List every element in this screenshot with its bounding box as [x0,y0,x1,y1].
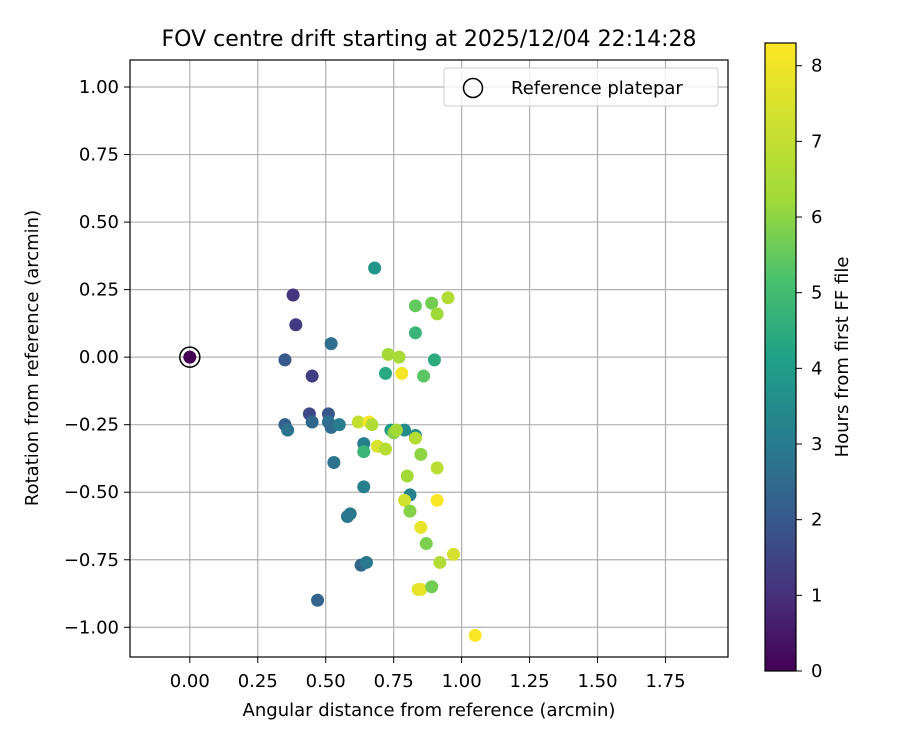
data-point [327,456,341,470]
colorbar-tick-label: 8 [811,56,822,77]
data-point [400,469,414,483]
data-point [433,555,447,569]
legend: Reference platepar [443,67,719,107]
colorbar-gradient [764,42,797,672]
data-point [392,350,406,364]
y-tick-label: 0.25 [79,280,119,301]
y-tick-label: −1.00 [64,617,119,638]
x-tick-label: 0.75 [374,671,414,692]
y-tick-label: 0.75 [79,145,119,166]
data-point [379,442,393,456]
data-point [365,418,379,432]
data-point [311,593,325,607]
data-point [381,347,395,361]
data-point [403,504,417,518]
colorbar-tick-label: 4 [811,358,822,379]
data-point [419,537,433,551]
colorbar-tick-label: 5 [811,283,822,304]
legend-box [443,67,719,107]
data-point [408,299,422,313]
data-point [408,326,422,340]
colorbar-tick-label: 0 [811,661,822,682]
x-tick-label: 1.75 [645,671,685,692]
y-axis-label: Rotation from reference (arcmin) [22,210,43,506]
data-point [446,547,460,561]
x-tick-label: 0.00 [170,671,210,692]
colorbar-tick-label: 3 [811,434,822,455]
data-point [468,628,482,642]
colorbar-tick-label: 2 [811,510,822,531]
x-tick-label: 1.25 [510,671,550,692]
colorbar-tick-label: 7 [811,131,822,152]
y-tick-label: −0.50 [64,482,119,503]
legend-label: Reference platepar [511,78,683,99]
data-point [281,423,295,437]
data-point [425,296,439,310]
data-point [278,353,292,367]
data-points [278,261,482,642]
data-point [379,366,393,380]
data-point [430,461,444,475]
data-point [427,353,441,367]
data-point [395,366,409,380]
data-point [414,582,428,596]
data-point [357,445,371,459]
y-tick-label: 0.50 [79,212,119,233]
data-point [414,520,428,534]
data-point [343,507,357,521]
data-point [351,415,365,429]
legend-marker-icon [462,77,484,99]
data-point [324,337,338,351]
x-tick-label: 1.50 [577,671,617,692]
data-point [368,261,382,275]
data-point [305,369,319,383]
x-axis-label: Angular distance from reference (arcmin) [243,700,616,721]
data-point [430,493,444,507]
data-point [417,369,431,383]
data-point [430,307,444,321]
x-tick-label: 1.00 [442,671,482,692]
x-axis-ticks: 0.00 0.25 0.50 0.75 1.00 1.25 1.50 1.75 [170,657,686,692]
colorbar: 0 1 2 3 4 5 6 7 8 Hours from first FF file [764,42,853,682]
colorbar-label: Hours from first FF file [832,257,853,458]
x-tick-label: 0.50 [306,671,346,692]
colorbar-tick-label: 1 [811,585,822,606]
data-point [398,493,412,507]
y-tick-label: 1.00 [79,77,119,98]
data-point [359,555,373,569]
data-point [332,418,346,432]
data-point [289,318,303,332]
reference-marker [179,346,201,368]
chart-title: FOV centre drift starting at 2025/12/04 … [162,27,697,52]
data-point [441,291,455,305]
y-tick-label: 0.00 [79,347,119,368]
plot-frame [129,59,729,658]
colorbar-ticks: 0 1 2 3 4 5 6 7 8 [796,56,822,682]
x-tick-label: 0.25 [238,671,278,692]
data-point [286,288,300,302]
y-tick-label: −0.75 [64,550,119,571]
data-point [357,480,371,494]
reference-point [183,350,197,364]
data-point [425,580,439,594]
data-point [305,415,319,429]
y-tick-label: −0.25 [64,415,119,436]
colorbar-tick-label: 6 [811,207,822,228]
y-axis-ticks: 1.00 0.75 0.50 0.25 0.00 −0.25 −0.50 −0.75 −1.00 [64,77,130,638]
data-point [408,431,422,445]
data-point [414,447,428,461]
reference-ring [179,346,201,368]
data-point [389,423,403,437]
